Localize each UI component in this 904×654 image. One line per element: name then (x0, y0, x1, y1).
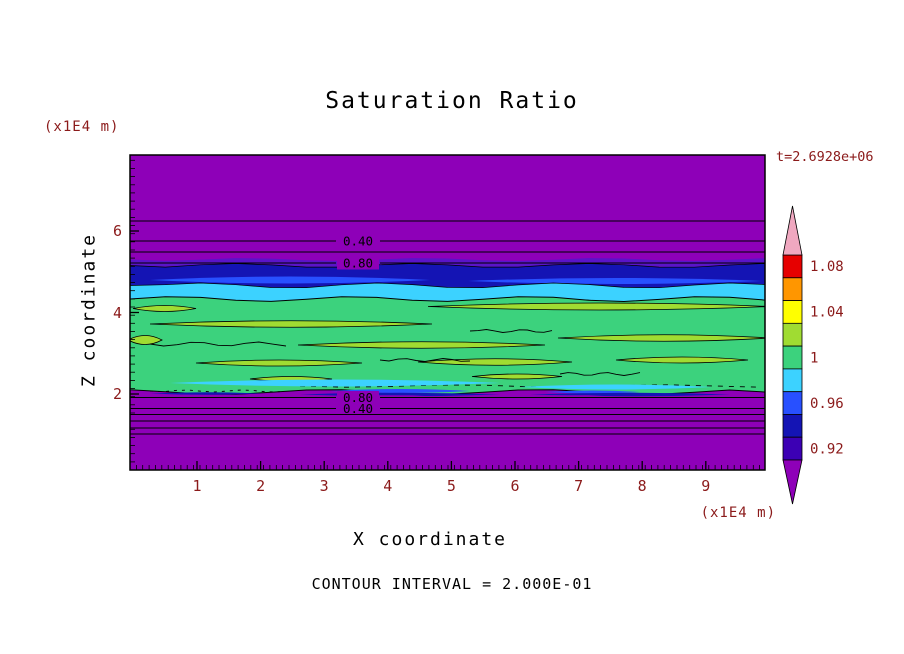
colorbar-tick-label: 1.04 (810, 305, 844, 321)
contour-line-label: 0.40 (343, 401, 373, 416)
plot-border (129, 154, 766, 471)
x-axis-unit-label: (x1E4 m) (700, 505, 776, 521)
colorbar-bottom-arrow (782, 459, 803, 505)
x-tick-label-8: 8 (637, 477, 647, 495)
x-tick-label-9: 9 (701, 477, 711, 495)
y-tick-label-4: 4 (112, 303, 122, 322)
contour-line-label: 0.40 (343, 233, 373, 248)
time-annotation: t=2.6928e+06 (776, 149, 874, 165)
x-tick-label-5: 5 (446, 477, 456, 495)
x-axis-label: X coordinate (352, 529, 508, 550)
contour-interval-note: CONTOUR INTERVAL = 2.000E-01 (311, 575, 593, 593)
colorbar-tick-label: 1 (810, 350, 818, 366)
axis-ticks (130, 159, 760, 470)
colorbar-tick-label: 0.96 (810, 396, 844, 412)
x-tick-label-3: 3 (319, 477, 329, 495)
chart-title: Saturation Ratio (325, 88, 579, 114)
contour-lines: 0.400.800.800.40 (130, 220, 765, 435)
x-tick-label-7: 7 (574, 477, 584, 495)
contour-line-label: 0.80 (343, 255, 373, 270)
x-tick-label-1: 1 (192, 477, 202, 495)
x-tick-label-4: 4 (383, 477, 393, 495)
colorbar-top-arrow (782, 205, 803, 256)
colorbar-tick-label: 1.08 (810, 259, 844, 275)
y-tick-label-2: 2 (112, 385, 122, 403)
colorbar: 1.08 1.04 1 0.96 0.92 (782, 205, 844, 505)
plot-field (130, 155, 765, 470)
contour-line-label: 0.80 (343, 390, 373, 405)
y-axis-unit-label: (x1E4 m) (44, 119, 120, 135)
y-tick-label-6: 6 (112, 222, 122, 240)
colorbar-tick-label: 0.92 (810, 441, 844, 457)
x-tick-label-2: 2 (256, 477, 266, 495)
x-tick-label-6: 6 (510, 477, 520, 495)
